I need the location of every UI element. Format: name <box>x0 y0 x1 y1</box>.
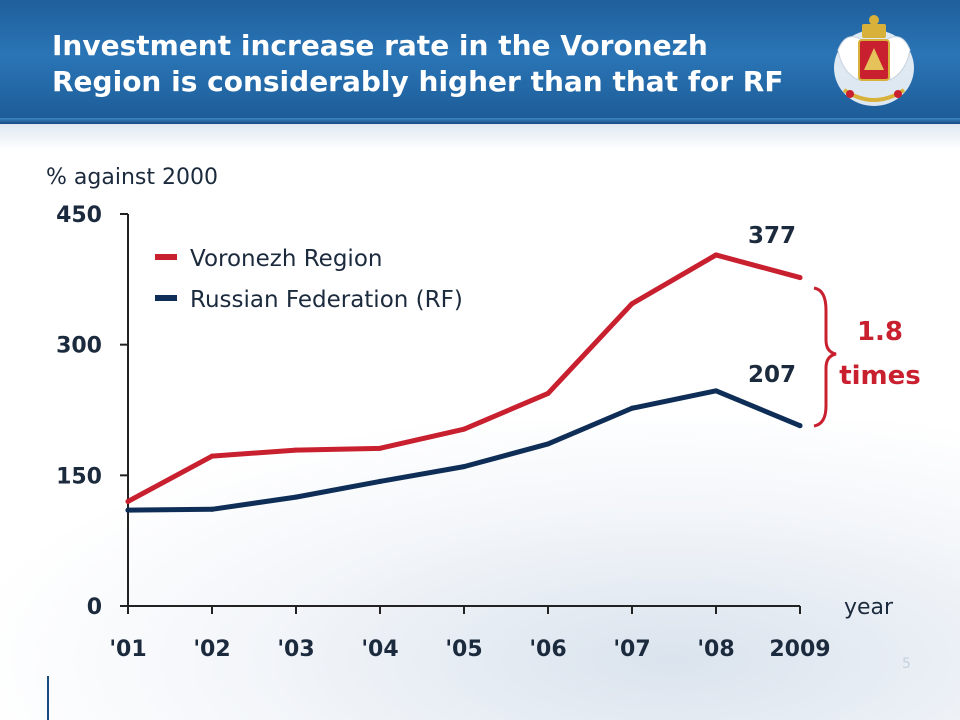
legend-swatch-voronezh <box>155 254 177 260</box>
data-point-rf <box>293 494 299 500</box>
data-point-voronezh <box>797 275 803 281</box>
data-point-rf <box>797 423 803 429</box>
page-number: 5 <box>902 656 911 672</box>
legend: Voronezh Region Russian Federation (RF) <box>155 246 463 313</box>
data-point-rf <box>461 464 467 470</box>
x-tick-label: '01 <box>109 637 146 662</box>
voronezh-end-value-label: 377 <box>748 223 796 249</box>
y-tick-label: 450 <box>56 203 102 228</box>
x-tick-label: '07 <box>613 637 650 662</box>
slide-header: Investment increase rate in the Voronezh… <box>0 0 960 124</box>
x-tick-label: 2009 <box>769 637 830 662</box>
x-tick-label: '04 <box>361 637 398 662</box>
data-point-voronezh <box>629 301 635 307</box>
header-divider-band <box>0 124 960 150</box>
series-line-rf <box>125 388 803 513</box>
data-point-voronezh <box>545 390 551 396</box>
coat-of-arms-icon <box>834 15 914 106</box>
series-group <box>125 252 803 513</box>
data-point-voronezh <box>209 453 215 459</box>
y-axis: 0 150 300 450 <box>56 203 129 620</box>
x-tick-label: '05 <box>445 637 482 662</box>
legend-label-voronezh: Voronezh Region <box>190 246 382 272</box>
ratio-unit-label: times <box>839 361 921 391</box>
data-point-voronezh <box>713 252 719 258</box>
legend-swatch-rf <box>155 295 177 301</box>
legend-label-rf: Russian Federation (RF) <box>190 287 463 313</box>
y-tick-label: 0 <box>87 595 102 620</box>
footer-accent-line <box>47 676 49 720</box>
x-axis: '01 '02 '03 '04 '05 '06 '07 '08 2009 <box>109 605 831 662</box>
data-point-voronezh <box>461 426 467 432</box>
slide-title: Investment increase rate in the Voronezh… <box>52 29 784 98</box>
x-tick-label: '06 <box>529 637 566 662</box>
data-point-rf <box>713 388 719 394</box>
background-map-decoration <box>0 420 960 720</box>
x-tick-label: '03 <box>277 637 314 662</box>
x-tick-label: '02 <box>193 637 230 662</box>
data-point-rf <box>377 478 383 484</box>
x-axis-label: year <box>844 595 894 620</box>
y-tick-label: 150 <box>56 464 102 489</box>
data-point-rf <box>125 507 131 513</box>
ratio-brace <box>813 286 837 428</box>
data-point-voronezh <box>377 445 383 451</box>
y-axis-label: % against 2000 <box>46 165 218 190</box>
data-point-rf <box>629 405 635 411</box>
rf-end-value-label: 207 <box>748 362 796 388</box>
data-point-voronezh <box>125 498 131 504</box>
data-point-rf <box>545 441 551 447</box>
data-point-rf <box>209 506 215 512</box>
x-tick-label: '08 <box>697 637 734 662</box>
y-tick-label: 300 <box>56 334 102 359</box>
data-point-voronezh <box>293 447 299 453</box>
ratio-value-label: 1.8 <box>857 317 903 347</box>
